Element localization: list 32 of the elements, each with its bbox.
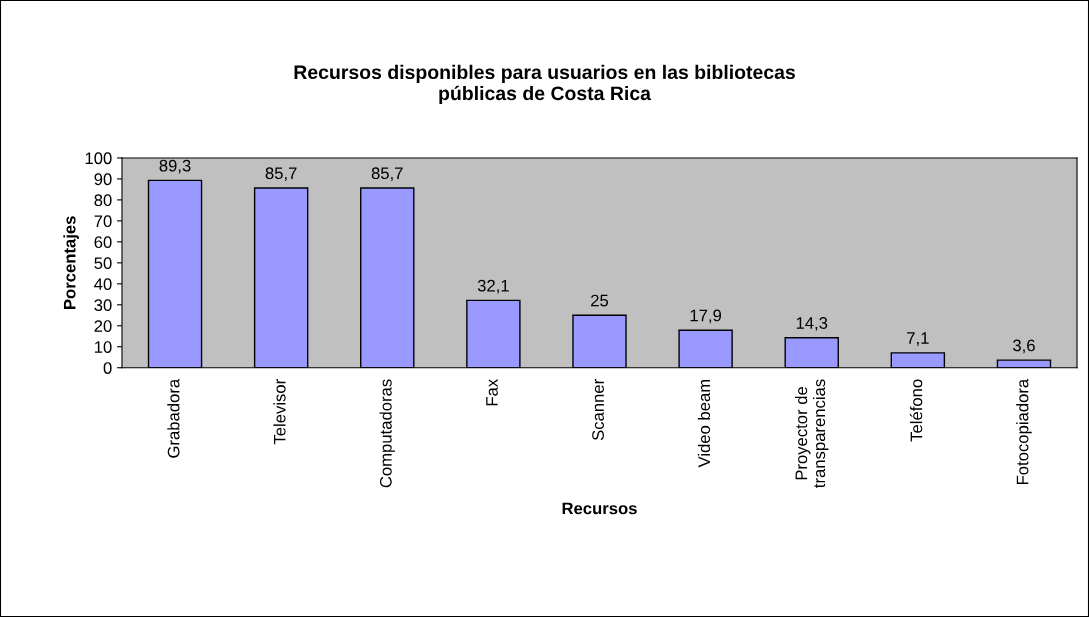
y-tick-label: 70 [94, 215, 112, 228]
y-tick-label: 90 [94, 173, 112, 186]
y-tick-label: 10 [94, 341, 112, 353]
y-axis-title: Porcentajes [63, 216, 79, 309]
y-tick-label: 0 [103, 362, 112, 374]
data-label: 85,7 [371, 167, 403, 182]
y-tick-label: 50 [94, 257, 112, 270]
x-tick-label: Fax [486, 379, 498, 406]
x-tick-label: Computadoras [379, 379, 396, 488]
x-tick-label: Televisor [273, 379, 286, 445]
data-label: 14,3 [796, 317, 828, 331]
data-label: 89,3 [159, 159, 191, 174]
x-tick-label: Fotocopiadora [1016, 378, 1032, 485]
data-label: 32,1 [477, 279, 509, 294]
x-tick-label: Teléfono [909, 379, 923, 442]
y-tick-label: 60 [94, 236, 112, 249]
x-tick-label: Proyector de transparencias [794, 379, 829, 488]
y-tick-label: 30 [94, 299, 112, 311]
x-tick-label: Video beam [697, 379, 711, 468]
y-tick-label: 100 [85, 152, 112, 165]
x-axis-title: Recursos [562, 502, 637, 515]
y-tick-label: 40 [94, 278, 112, 291]
chart-title: Recursos disponibles para usuarios en las bibliotecas públicas de Costa Rica [294, 64, 795, 105]
data-label: 7,1 [907, 332, 929, 346]
data-label: 3,6 [1013, 339, 1035, 354]
y-tick-label: 80 [94, 194, 112, 207]
data-label: 85,7 [265, 167, 297, 182]
data-label: 25 [591, 294, 609, 307]
data-label: 17,9 [690, 309, 722, 324]
x-tick-label: Grabadora [167, 378, 180, 458]
y-tick-label: 20 [94, 320, 112, 332]
x-tick-label: Scanner [592, 379, 604, 441]
